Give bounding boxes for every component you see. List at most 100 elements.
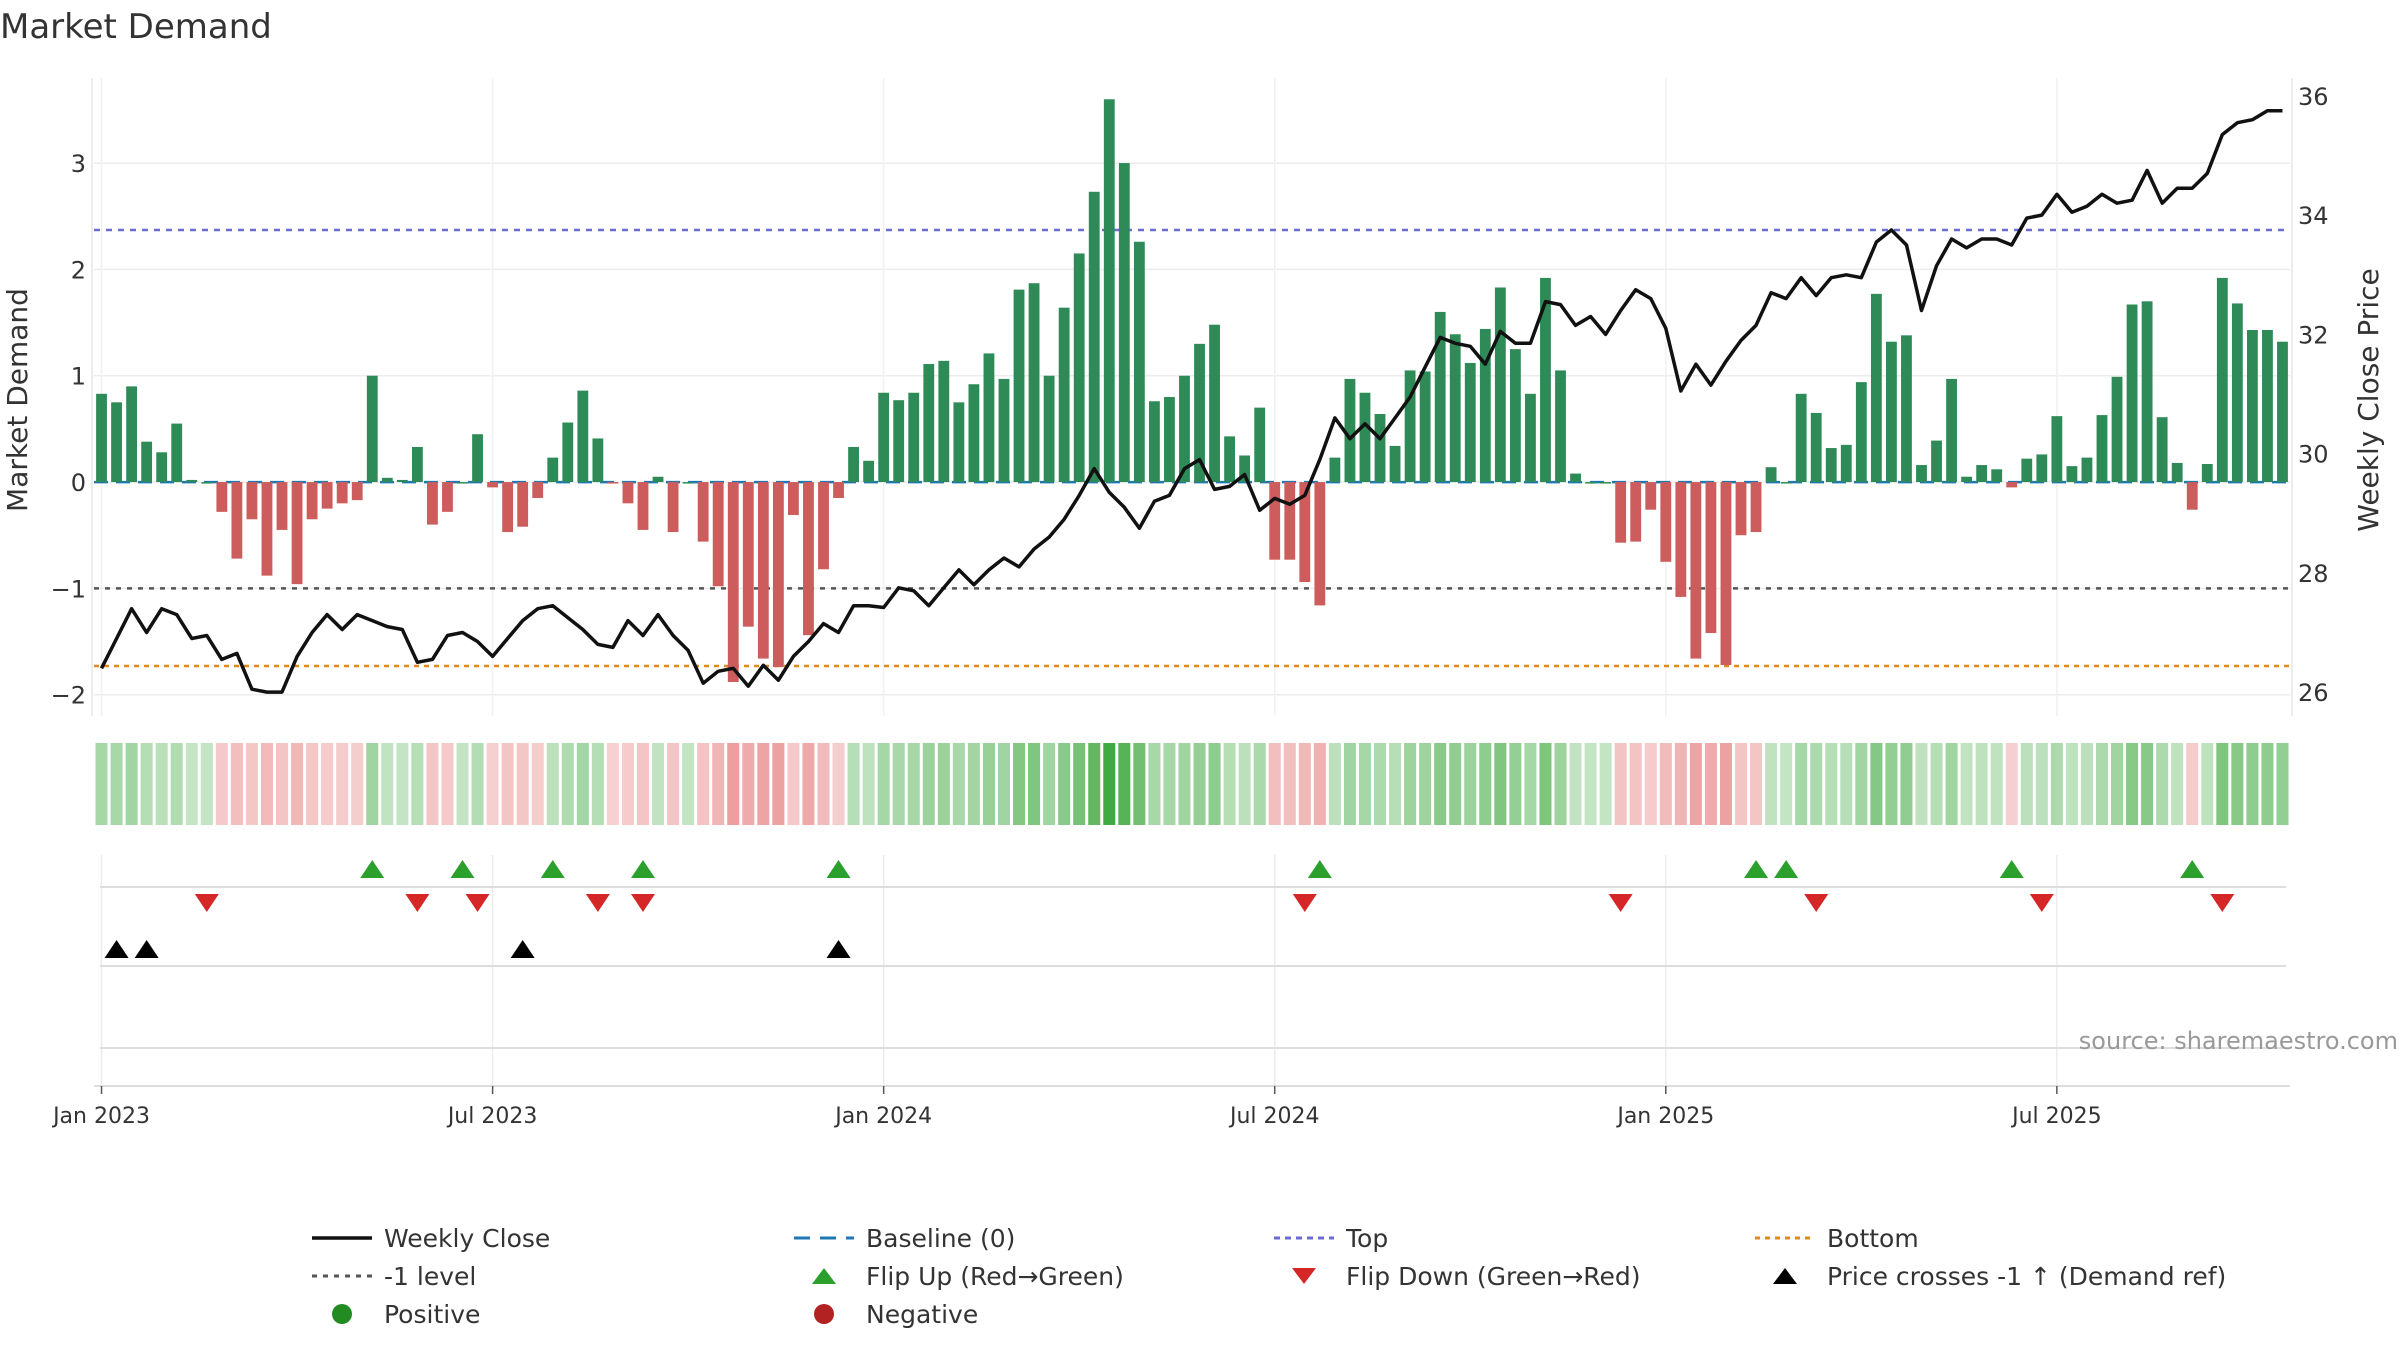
demand-bar <box>2066 466 2078 483</box>
demand-bar <box>276 482 288 530</box>
heat-cell <box>2216 743 2229 825</box>
heat-cell <box>1765 743 1778 825</box>
demand-bar <box>1825 448 1837 483</box>
demand-bar <box>201 482 213 484</box>
flip-down-marker <box>1804 894 1829 912</box>
legend-label-price-cross: Price crosses -1 ↑ (Demand ref) <box>1827 1262 2226 1291</box>
heat-cell <box>997 743 1011 825</box>
demand-bar <box>126 386 138 483</box>
demand-bar <box>2081 457 2093 483</box>
demand-bar <box>2021 458 2033 483</box>
demand-bar <box>2277 341 2288 483</box>
demand-bar <box>111 402 122 483</box>
heat-cell <box>245 743 258 825</box>
heat-cell <box>832 743 845 825</box>
demand-bar <box>216 482 228 512</box>
heat-cell <box>787 743 800 825</box>
heat-cell <box>967 743 980 825</box>
demand-bar <box>156 452 168 483</box>
demand-bar <box>2051 416 2063 483</box>
demand-bar <box>1419 371 1431 483</box>
demand-bar <box>1976 465 1988 483</box>
demand-bar <box>1389 445 1401 483</box>
demand-bar <box>1073 253 1085 483</box>
heat-cell <box>95 743 108 825</box>
heat-cell <box>486 743 499 825</box>
heat-cell <box>1644 743 1657 825</box>
heat-cell <box>1734 743 1748 825</box>
demand-bar <box>818 482 829 570</box>
heat-cell <box>1464 743 1477 825</box>
demand-bar <box>1058 307 1070 483</box>
y-tick-label: 0 <box>71 469 86 497</box>
demand-bar <box>1404 370 1416 483</box>
demand-bar <box>697 482 709 542</box>
heat-cell <box>1494 743 1507 825</box>
heat-cell <box>2276 743 2289 825</box>
heat-cell <box>682 743 695 825</box>
heat-cell <box>727 743 740 825</box>
heat-cell <box>215 743 228 825</box>
x-tick-label: Jan 2025 <box>1615 1104 1714 1129</box>
heat-cell <box>591 743 604 825</box>
demand-bar <box>1239 455 1251 483</box>
demand-bar <box>2141 301 2153 483</box>
demand-bar <box>2006 482 2018 488</box>
y-tick-label: 1 <box>71 363 86 391</box>
demand-bar <box>1901 335 1912 483</box>
heat-cell <box>1163 743 1176 825</box>
heat-cell <box>1915 743 1928 825</box>
demand-bar <box>637 482 649 530</box>
flip-down-marker <box>631 894 655 912</box>
heat-cell <box>2261 743 2274 825</box>
demand-bar <box>998 378 1010 483</box>
y2-tick-label: 32 <box>2298 321 2329 349</box>
demand-bar <box>231 482 243 559</box>
demand-bar <box>1088 191 1100 483</box>
demand-bar <box>863 460 875 483</box>
heat-cell <box>321 743 334 825</box>
heat-cell <box>2005 743 2018 825</box>
heat-cell <box>1930 743 1943 825</box>
y2-tick-label: 26 <box>2298 679 2329 707</box>
heat-cell <box>1795 743 1808 825</box>
demand-bar <box>1765 467 1777 483</box>
flip-up-marker <box>1307 860 1332 878</box>
heat-cell <box>275 743 289 825</box>
demand-bar <box>1194 343 1205 483</box>
demand-bar <box>983 353 995 483</box>
demand-bar <box>2262 330 2273 483</box>
demand-heat-strip <box>95 743 2289 825</box>
demand-bar <box>1931 440 1942 483</box>
heat-cell <box>1674 743 1687 825</box>
x-axis-ticks: Jan 2023 Jul 2023 Jan 2024 Jul 2024 Jan 2025… <box>51 1086 2102 1129</box>
demand-bar <box>1179 375 1190 483</box>
legend-label-top: Top <box>1345 1224 1388 1253</box>
demand-bar <box>1961 476 1973 483</box>
demand-bar <box>547 457 559 483</box>
demand-bar <box>1750 482 1762 533</box>
legend-label-flip-up: Flip Up (Red→Green) <box>866 1262 1124 1291</box>
demand-bar <box>1118 163 1130 483</box>
heat-cell <box>697 743 710 825</box>
x-tick-label: Jul 2023 <box>446 1104 538 1129</box>
legend-label-positive: Positive <box>384 1300 480 1329</box>
demand-bar <box>833 482 844 499</box>
legend-swatch-positive <box>332 1304 352 1324</box>
demand-bar <box>1916 465 1927 483</box>
y-axis-label: Market Demand <box>1 288 34 512</box>
heat-cell <box>1810 743 1823 825</box>
demand-bar <box>1028 283 1040 483</box>
demand-bar <box>2231 303 2243 483</box>
legend-swatch-flip-down <box>1292 1268 1316 1284</box>
y2-tick-label: 28 <box>2298 560 2329 588</box>
heat-cell <box>1404 743 1417 825</box>
y-tick-label: 2 <box>71 256 86 284</box>
demand-bar <box>1359 392 1371 483</box>
heat-cell <box>742 743 755 825</box>
heat-cell <box>1569 743 1582 825</box>
heat-cell <box>1268 743 1281 825</box>
demand-bar <box>787 482 799 516</box>
heat-cell <box>170 743 183 825</box>
heat-cell <box>1719 743 1732 825</box>
